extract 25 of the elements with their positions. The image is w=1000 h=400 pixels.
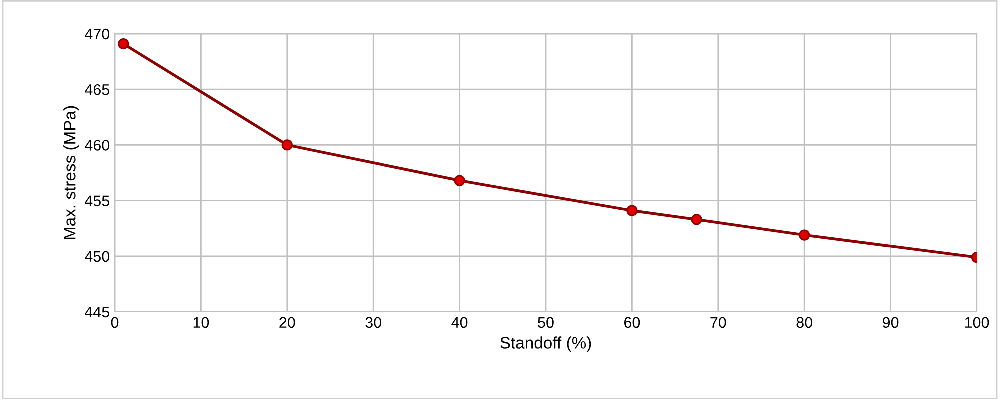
point [691,214,702,226]
point [282,140,293,151]
y-tick-label: 460 [85,140,110,151]
y-tick-label: 445 [85,307,110,318]
y-tick-label: 450 [85,251,110,262]
x-tick-label: 90 [883,317,899,328]
point [799,230,810,241]
y-tick-label: 465 [85,84,110,96]
x-axis-title: Standoff (%) [500,336,592,352]
x-tick-label: 70 [710,317,726,328]
y-tick-label: 470 [85,28,110,40]
point [626,205,638,216]
x-tick-label: 50 [538,317,554,328]
point [118,38,130,50]
y-tick-label: 455 [85,196,110,206]
x-tick-label: 20 [280,317,296,328]
x-tick-label: 0 [111,317,119,328]
x-tick-label: 10 [194,317,210,328]
x-tick-label: 30 [366,317,382,328]
x-tick-label: 100 [965,317,990,328]
point [454,175,466,186]
x-tick-label: 60 [624,317,640,328]
x-tick-label: 40 [452,317,468,328]
x-tick-label: 80 [796,317,812,328]
y-axis-title: Max. stress (MPa) [64,106,80,240]
